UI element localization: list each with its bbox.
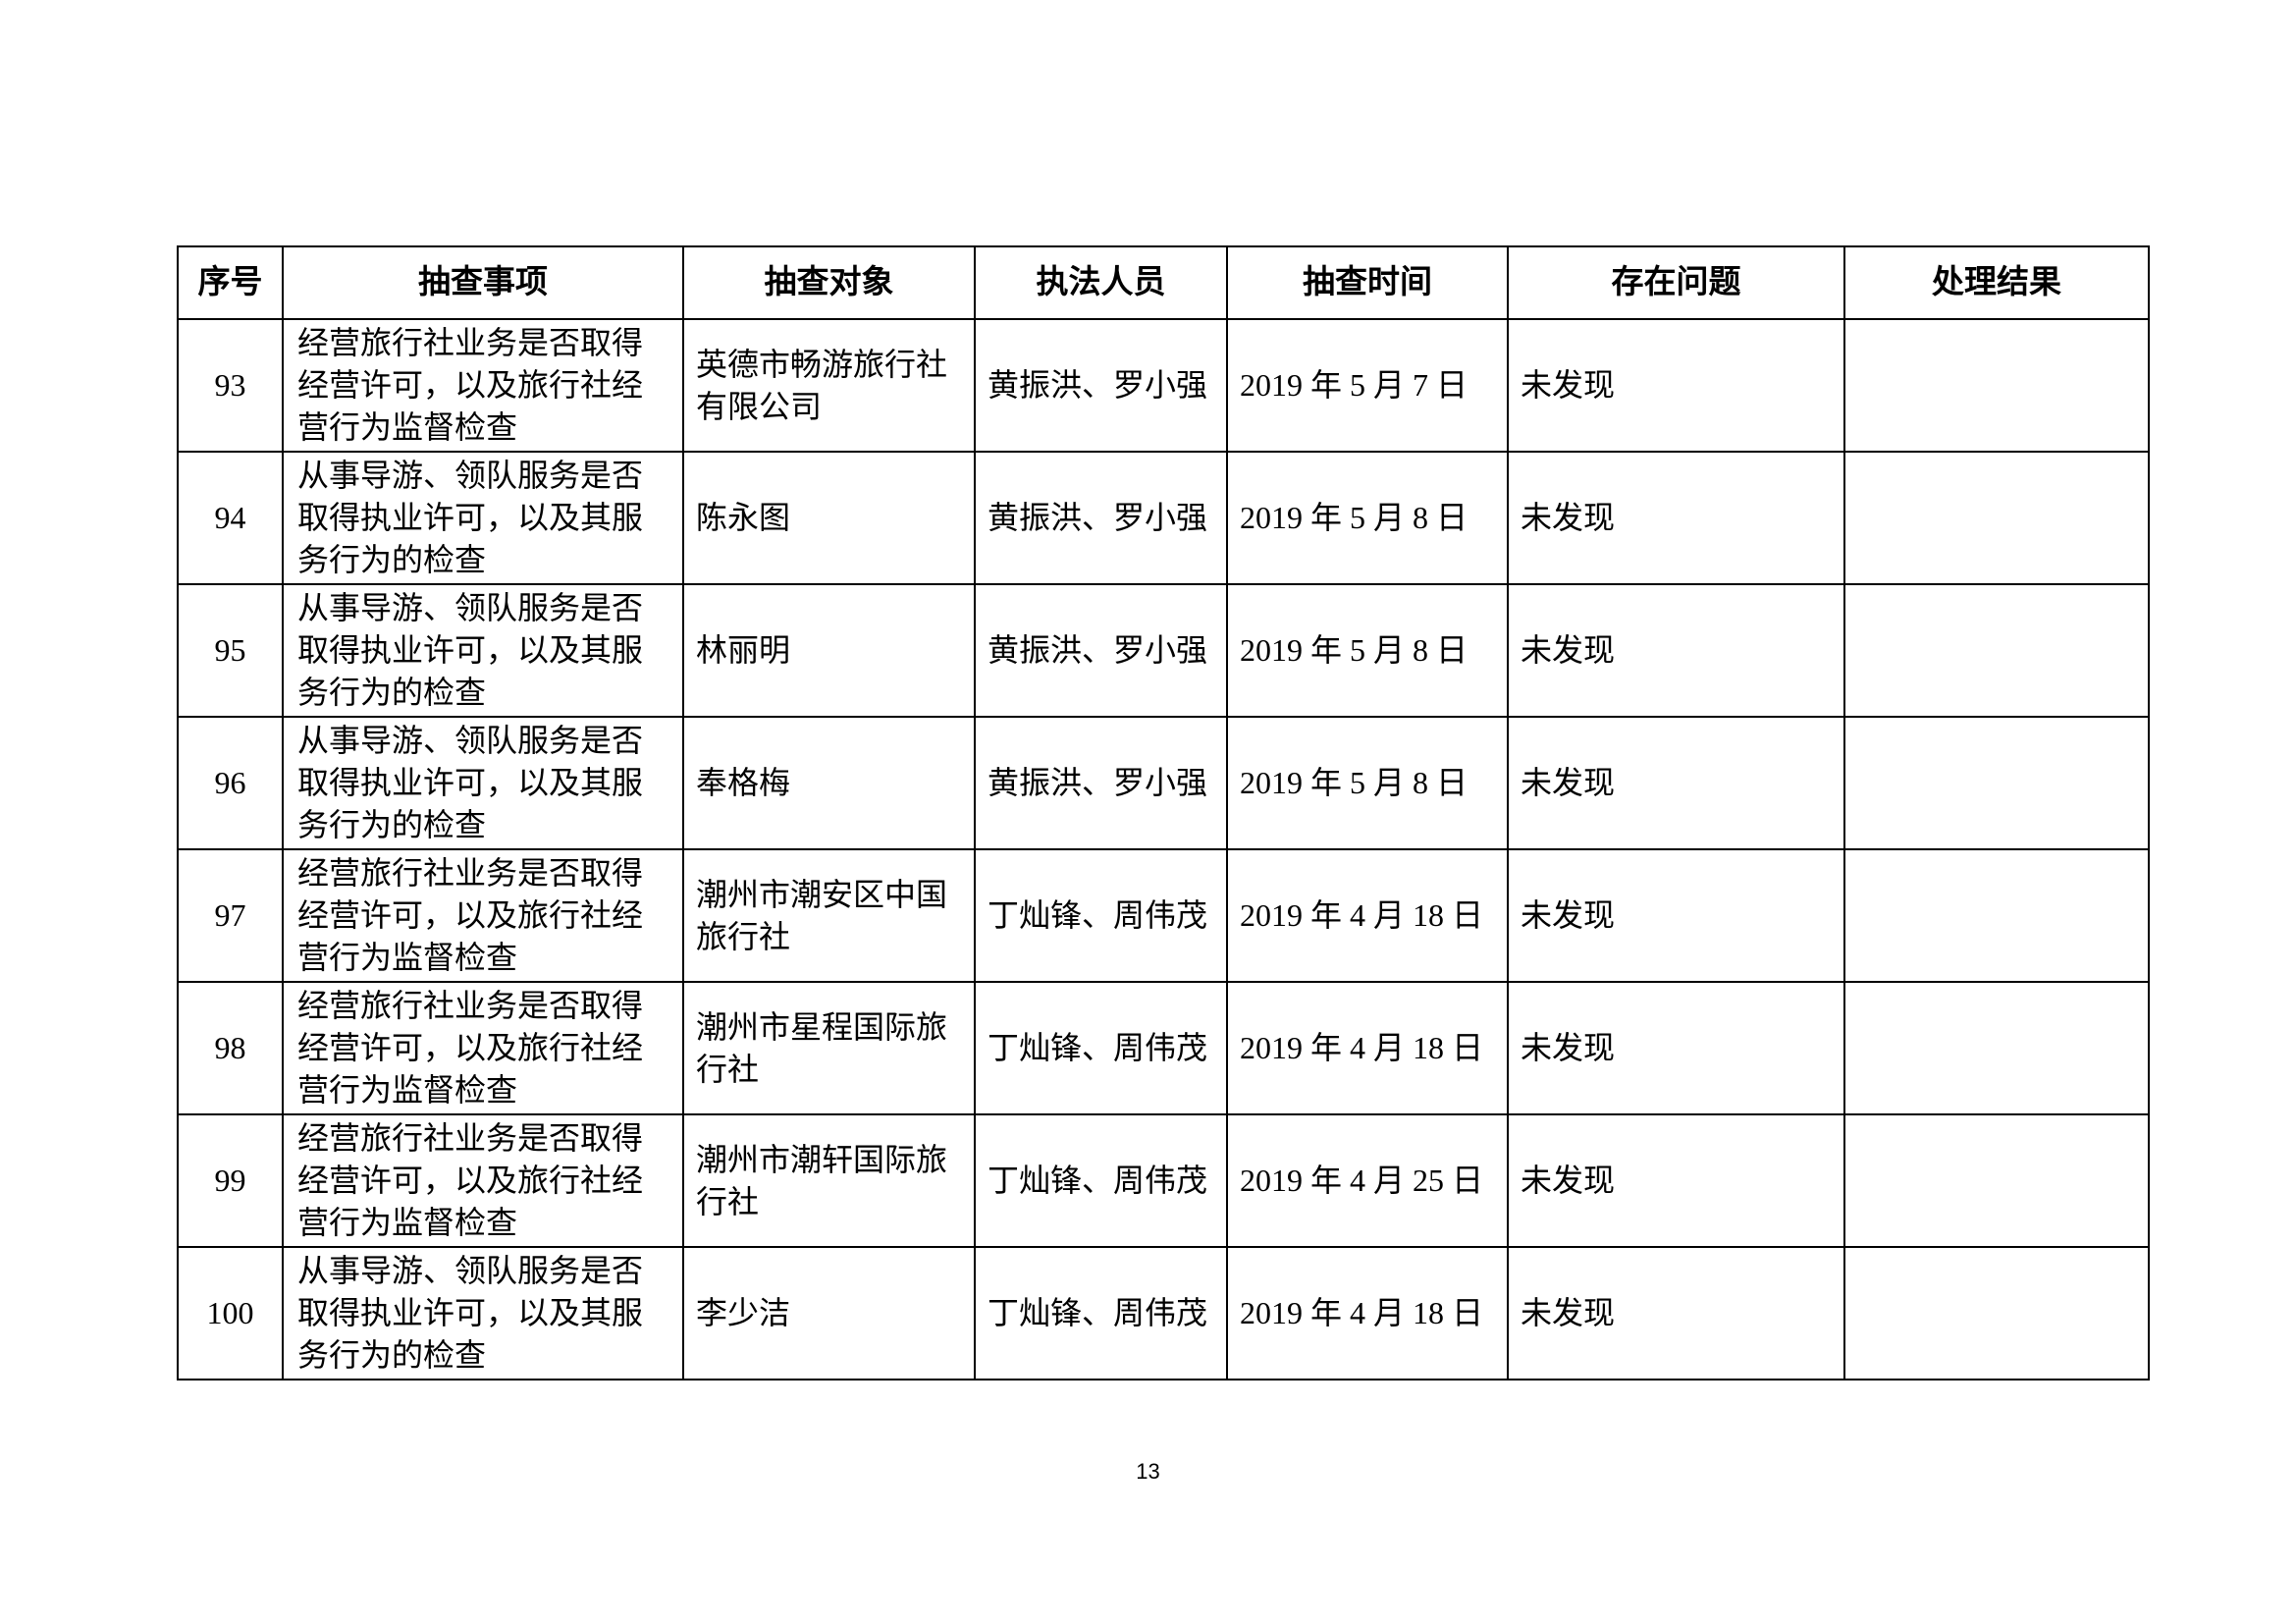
header-serial: 序号 [177, 245, 284, 320]
problem-cell: 未发现 [1507, 318, 1845, 453]
problem-cell: 未发现 [1507, 981, 1845, 1115]
header-target: 抽查对象 [682, 245, 976, 320]
officers-cell: 丁灿锋、周伟茂 [974, 848, 1228, 983]
serial-cell: 93 [177, 318, 284, 453]
result-cell [1843, 318, 2150, 453]
header-item: 抽查事项 [282, 245, 684, 320]
target-cell: 潮州市潮轩国际旅 行社 [682, 1113, 976, 1248]
serial-cell: 99 [177, 1113, 284, 1248]
item-cell: 从事导游、领队服务是否 取得执业许可，以及其服 务行为的检查 [282, 1246, 684, 1380]
problem-cell: 未发现 [1507, 848, 1845, 983]
result-cell [1843, 583, 2150, 718]
problem-cell: 未发现 [1507, 1246, 1845, 1380]
table-row: 93 经营旅行社业务是否取得 经营许可，以及旅行社经 营行为监督检查 英德市畅游… [177, 318, 2150, 453]
date-cell: 2019 年 4 月 18 日 [1226, 981, 1509, 1115]
table-row: 100 从事导游、领队服务是否 取得执业许可，以及其服 务行为的检查 李少洁 丁… [177, 1246, 2150, 1380]
item-cell: 从事导游、领队服务是否 取得执业许可，以及其服 务行为的检查 [282, 451, 684, 585]
problem-cell: 未发现 [1507, 583, 1845, 718]
table-row: 98 经营旅行社业务是否取得 经营许可，以及旅行社经 营行为监督检查 潮州市星程… [177, 981, 2150, 1115]
header-result: 处理结果 [1843, 245, 2150, 320]
date-cell: 2019 年 5 月 7 日 [1226, 318, 1509, 453]
result-cell [1843, 981, 2150, 1115]
header-problem: 存在问题 [1507, 245, 1845, 320]
serial-cell: 98 [177, 981, 284, 1115]
result-cell [1843, 716, 2150, 850]
item-cell: 从事导游、领队服务是否 取得执业许可，以及其服 务行为的检查 [282, 583, 684, 718]
target-cell: 潮州市星程国际旅 行社 [682, 981, 976, 1115]
result-cell [1843, 451, 2150, 585]
officers-cell: 丁灿锋、周伟茂 [974, 1246, 1228, 1380]
table-row: 97 经营旅行社业务是否取得 经营许可，以及旅行社经 营行为监督检查 潮州市潮安… [177, 848, 2150, 983]
result-cell [1843, 1246, 2150, 1380]
officers-cell: 黄振洪、罗小强 [974, 583, 1228, 718]
officers-cell: 丁灿锋、周伟茂 [974, 981, 1228, 1115]
target-cell: 潮州市潮安区中国 旅行社 [682, 848, 976, 983]
date-cell: 2019 年 4 月 25 日 [1226, 1113, 1509, 1248]
item-cell: 经营旅行社业务是否取得 经营许可，以及旅行社经 营行为监督检查 [282, 981, 684, 1115]
problem-cell: 未发现 [1507, 451, 1845, 585]
item-cell: 经营旅行社业务是否取得 经营许可，以及旅行社经 营行为监督检查 [282, 318, 684, 453]
date-cell: 2019 年 5 月 8 日 [1226, 451, 1509, 585]
date-cell: 2019 年 4 月 18 日 [1226, 848, 1509, 983]
item-cell: 经营旅行社业务是否取得 经营许可，以及旅行社经 营行为监督检查 [282, 848, 684, 983]
header-officers: 执法人员 [974, 245, 1228, 320]
target-cell: 林丽明 [682, 583, 976, 718]
inspection-table: 序号 抽查事项 抽查对象 执法人员 抽查时间 存在问题 处理结果 93 经营旅行… [177, 245, 2150, 1380]
table-header-row: 序号 抽查事项 抽查对象 执法人员 抽查时间 存在问题 处理结果 [177, 245, 2150, 320]
date-cell: 2019 年 4 月 18 日 [1226, 1246, 1509, 1380]
result-cell [1843, 1113, 2150, 1248]
target-cell: 英德市畅游旅行社 有限公司 [682, 318, 976, 453]
serial-cell: 95 [177, 583, 284, 718]
problem-cell: 未发现 [1507, 1113, 1845, 1248]
table-row: 96 从事导游、领队服务是否 取得执业许可，以及其服 务行为的检查 奉格梅 黄振… [177, 716, 2150, 850]
serial-cell: 94 [177, 451, 284, 585]
date-cell: 2019 年 5 月 8 日 [1226, 583, 1509, 718]
target-cell: 陈永图 [682, 451, 976, 585]
result-cell [1843, 848, 2150, 983]
officers-cell: 丁灿锋、周伟茂 [974, 1113, 1228, 1248]
officers-cell: 黄振洪、罗小强 [974, 318, 1228, 453]
table-row: 99 经营旅行社业务是否取得 经营许可，以及旅行社经 营行为监督检查 潮州市潮轩… [177, 1113, 2150, 1248]
serial-cell: 100 [177, 1246, 284, 1380]
target-cell: 李少洁 [682, 1246, 976, 1380]
problem-cell: 未发现 [1507, 716, 1845, 850]
item-cell: 从事导游、领队服务是否 取得执业许可，以及其服 务行为的检查 [282, 716, 684, 850]
serial-cell: 96 [177, 716, 284, 850]
date-cell: 2019 年 5 月 8 日 [1226, 716, 1509, 850]
page-number: 13 [1136, 1459, 1160, 1484]
officers-cell: 黄振洪、罗小强 [974, 451, 1228, 585]
item-cell: 经营旅行社业务是否取得 经营许可，以及旅行社经 营行为监督检查 [282, 1113, 684, 1248]
serial-cell: 97 [177, 848, 284, 983]
table-row: 94 从事导游、领队服务是否 取得执业许可，以及其服 务行为的检查 陈永图 黄振… [177, 451, 2150, 585]
table-row: 95 从事导游、领队服务是否 取得执业许可，以及其服 务行为的检查 林丽明 黄振… [177, 583, 2150, 718]
header-date: 抽查时间 [1226, 245, 1509, 320]
target-cell: 奉格梅 [682, 716, 976, 850]
officers-cell: 黄振洪、罗小强 [974, 716, 1228, 850]
